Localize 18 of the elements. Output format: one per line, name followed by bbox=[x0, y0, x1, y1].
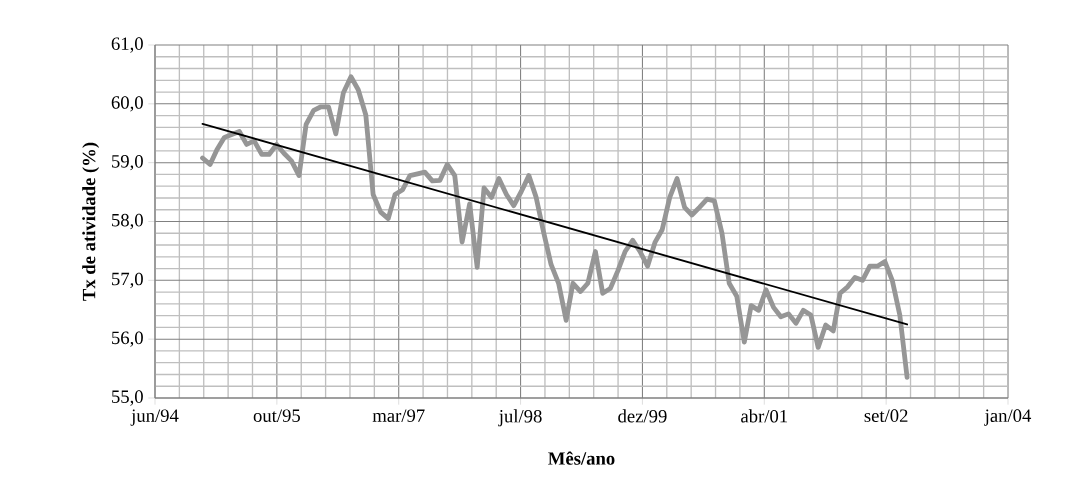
y-tick-label: 59,0 bbox=[112, 155, 143, 171]
x-tick-label: mar/97 bbox=[372, 409, 425, 422]
line-series bbox=[200, 74, 910, 380]
y-tick-label: 57,0 bbox=[112, 272, 143, 288]
x-tick-label: jul/98 bbox=[498, 409, 542, 427]
x-tick-label: abr/01 bbox=[741, 409, 788, 423]
x-tick-label: jun/94 bbox=[130, 409, 179, 426]
x-tick-label: set/02 bbox=[864, 409, 908, 422]
y-tick-label: 56,0 bbox=[112, 331, 143, 347]
y-tick-label: 58,0 bbox=[112, 213, 143, 230]
x-tick-label: out/95 bbox=[253, 409, 300, 422]
x-axis-title: Mês/ano bbox=[548, 451, 615, 465]
y-tick-label: 60,0 bbox=[111, 96, 143, 112]
x-tick-label: jan/04 bbox=[984, 409, 1032, 426]
x-tick-label: dez/99 bbox=[618, 409, 667, 423]
y-axis-title: Tx de atividade (%) bbox=[82, 142, 100, 301]
y-tick-label: 61,0 bbox=[111, 37, 143, 53]
y-tick-label: 55,0 bbox=[112, 390, 143, 406]
